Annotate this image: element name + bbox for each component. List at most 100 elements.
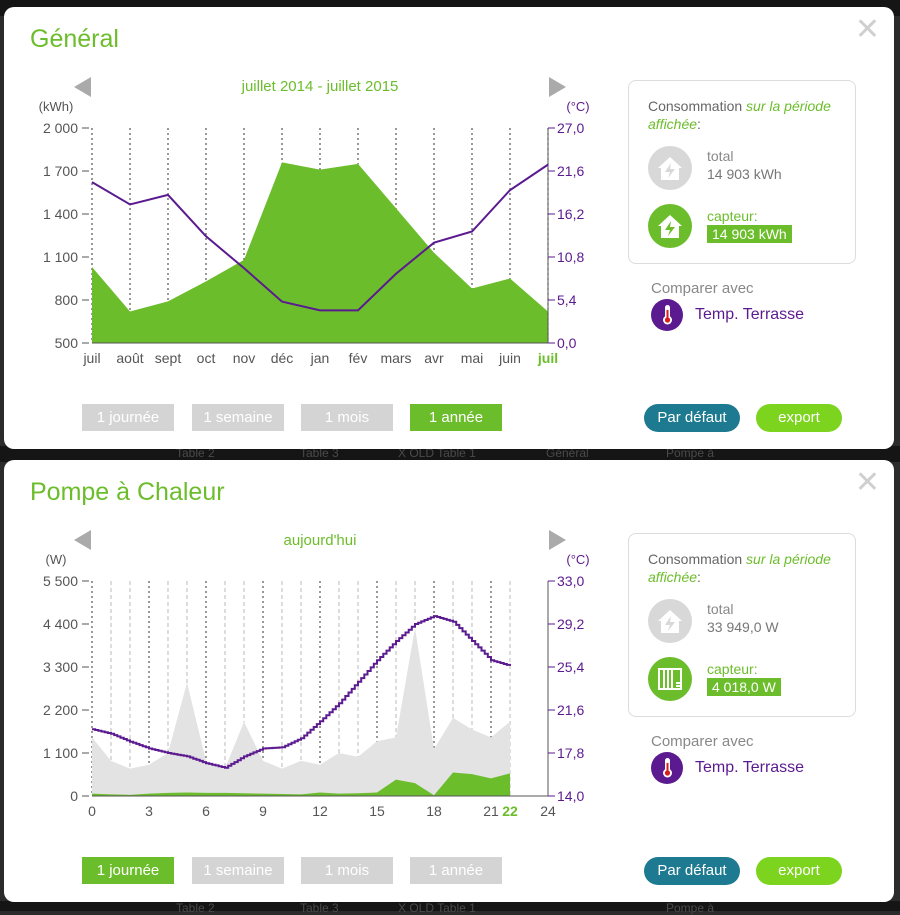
range-button-week[interactable]: 1 semaine: [192, 857, 284, 884]
x-tick-label: juil: [537, 350, 558, 366]
range-button-day[interactable]: 1 journée: [82, 857, 174, 884]
consumption-box: Consommation sur la période affichée: to…: [628, 80, 856, 264]
x-tick-label: 18: [426, 803, 442, 819]
left-tick-label: 800: [55, 292, 79, 308]
left-tick-label: 3 300: [43, 659, 78, 675]
thermometer-icon[interactable]: [651, 299, 683, 331]
compare-label: Comparer avec: [651, 280, 754, 297]
total-value: 33 949,0 W: [707, 619, 779, 635]
left-tick-label: 4 400: [43, 616, 78, 632]
range-button-month[interactable]: 1 mois: [301, 857, 393, 884]
right-tick-label: 27,0: [557, 120, 584, 136]
compare-item-temp-terrasse[interactable]: Temp. Terrasse: [695, 306, 805, 323]
export-button[interactable]: export: [756, 404, 842, 432]
modal-general: Général ✕ juillet 2014 - juillet 2015 2 …: [4, 7, 894, 449]
background-tab: Table 2: [176, 901, 215, 915]
next-period-arrow-icon[interactable]: [549, 530, 566, 550]
x-tick-label: mars: [380, 350, 411, 366]
default-button[interactable]: Par défaut: [644, 857, 740, 885]
x-tick-label: fév: [349, 350, 368, 366]
background-tab: Pompe à: [666, 901, 715, 915]
background-tab: X OLD Table 1: [398, 901, 476, 915]
range-button-year[interactable]: 1 année: [410, 404, 502, 431]
export-button[interactable]: export: [756, 857, 842, 885]
period-label: juillet 2014 - juillet 2015: [241, 78, 399, 95]
x-tick-label: déc: [271, 350, 294, 366]
right-tick-label: 17,8: [557, 745, 584, 761]
right-tick-label: 0,0: [557, 335, 577, 351]
x-tick-label: 9: [259, 803, 267, 819]
consumption-chart: 2 000 1 700 1 400 1 100 800 500 (kWh) 27,0 21,6 1…: [39, 99, 590, 366]
modal-pompe-a-chaleur: Pompe à Chaleur ✕ aujourd'hui 5 500 4 400…: [4, 460, 894, 902]
right-tick-label: 29,2: [557, 616, 584, 632]
x-tick-label: avr: [424, 350, 444, 366]
range-button-year[interactable]: 1 année: [410, 857, 502, 884]
background-tab: Général: [546, 446, 589, 460]
right-tick-label: 21,6: [557, 702, 584, 718]
right-unit-label: (°C): [566, 552, 589, 567]
compare-item-temp-terrasse[interactable]: Temp. Terrasse: [695, 759, 805, 776]
next-period-arrow-icon[interactable]: [549, 77, 566, 97]
left-tick-label: 0: [70, 788, 78, 804]
right-tick-label: 16,2: [557, 206, 584, 222]
left-tick-label: 500: [55, 335, 79, 351]
capteur-label: capteur:: [707, 661, 758, 677]
x-tick-label: jan: [310, 350, 330, 366]
consumption-title: Consommation sur la période affichée:: [648, 551, 831, 585]
series-area-capteur: [92, 772, 510, 796]
right-unit-label: (°C): [566, 99, 589, 114]
x-tick-label: sept: [155, 350, 182, 366]
left-tick-label: 1 100: [43, 249, 78, 265]
total-value: 14 903 kWh: [707, 166, 782, 182]
left-tick-label: 5 500: [43, 573, 78, 589]
previous-period-arrow-icon[interactable]: [74, 530, 91, 550]
background-strip-bottom: Table 2 Table 3 X OLD Table 1 Pompe à: [0, 901, 900, 915]
x-tick-label: 3: [145, 803, 153, 819]
x-tick-label: 15: [369, 803, 385, 819]
x-tick-label: juil: [82, 350, 100, 366]
x-tick-label: 22: [502, 803, 518, 819]
left-unit-label: (W): [46, 552, 67, 567]
background-tab: Table 3: [300, 901, 339, 915]
x-tick-label: 24: [540, 803, 556, 819]
right-tick-label: 5,4: [557, 292, 577, 308]
thermometer-icon[interactable]: [651, 752, 683, 784]
capteur-value: 4 018,0 W: [707, 678, 781, 696]
close-icon[interactable]: ✕: [854, 466, 880, 499]
capteur-label: capteur:: [707, 208, 758, 224]
capteur-value: 14 903 kWh: [707, 225, 792, 243]
range-button-month[interactable]: 1 mois: [301, 404, 393, 431]
consumption-title: Consommation sur la période affichée:: [648, 98, 831, 132]
period-label: aujourd'hui: [283, 532, 357, 549]
left-tick-label: 2 200: [43, 702, 78, 718]
background-tab: Pompe à: [666, 446, 715, 460]
x-tick-label: juin: [498, 350, 521, 366]
heat-pump-icon: [648, 657, 692, 701]
range-button-day[interactable]: 1 journée: [82, 404, 174, 431]
background-strip-middle: Table 2 Table 3 X OLD Table 1 Général Po…: [0, 446, 900, 462]
previous-period-arrow-icon[interactable]: [74, 77, 91, 97]
range-button-week[interactable]: 1 semaine: [192, 404, 284, 431]
background-tab: Table 2: [176, 446, 215, 460]
x-tick-label: oct: [197, 350, 216, 366]
house-lightning-icon: [648, 146, 692, 190]
house-lightning-icon: [648, 204, 692, 248]
x-tick-label: nov: [233, 350, 256, 366]
left-tick-label: 1 400: [43, 206, 78, 222]
background-tab: X OLD Table 1: [398, 446, 476, 460]
x-tick-label: mai: [461, 350, 484, 366]
total-label: total: [707, 601, 734, 617]
panel-title: Pompe à Chaleur: [30, 478, 225, 506]
x-tick-label: août: [116, 350, 143, 366]
close-icon[interactable]: ✕: [854, 13, 880, 46]
background-tab: Table 3: [300, 446, 339, 460]
power-chart: 5 500 4 400 3 300 2 200 1 100 0 (W) 33,0 29,2 25,…: [43, 552, 590, 819]
consumption-box: Consommation sur la période affichée: to…: [628, 533, 856, 717]
x-tick-label: 6: [202, 803, 210, 819]
compare-label: Comparer avec: [651, 733, 754, 750]
right-tick-label: 25,4: [557, 659, 584, 675]
left-tick-label: 1 100: [43, 745, 78, 761]
series-area-capteur: [92, 162, 548, 343]
default-button[interactable]: Par défaut: [644, 404, 740, 432]
x-tick-label: 12: [312, 803, 328, 819]
